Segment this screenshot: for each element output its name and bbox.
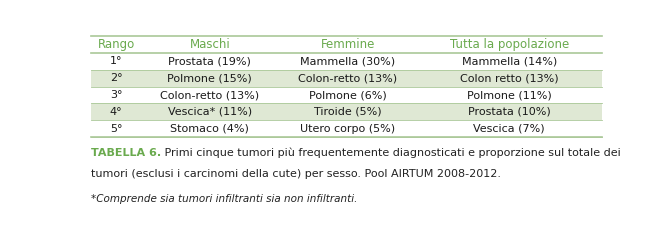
Bar xyxy=(279,87,417,103)
Text: 4°: 4° xyxy=(110,107,122,117)
Text: Tiroide (5%): Tiroide (5%) xyxy=(314,107,382,117)
Bar xyxy=(140,53,279,70)
Text: Tutta la popolazione: Tutta la popolazione xyxy=(450,38,569,51)
Bar xyxy=(91,53,140,70)
Bar xyxy=(417,87,601,103)
Bar xyxy=(417,120,601,137)
Text: Colon-retto (13%): Colon-retto (13%) xyxy=(160,90,259,100)
Bar xyxy=(91,36,140,53)
Bar xyxy=(279,36,417,53)
Bar xyxy=(91,70,140,87)
Bar xyxy=(279,120,417,137)
Text: Rango: Rango xyxy=(97,38,134,51)
Bar xyxy=(279,53,417,70)
Text: Mammella (30%): Mammella (30%) xyxy=(300,56,395,66)
Text: Utero corpo (5%): Utero corpo (5%) xyxy=(300,124,395,134)
Bar xyxy=(91,87,140,103)
Text: Polmone (11%): Polmone (11%) xyxy=(467,90,552,100)
Text: Polmone (15%): Polmone (15%) xyxy=(167,73,252,83)
Bar xyxy=(91,103,140,120)
Bar xyxy=(417,103,601,120)
Text: Colon-retto (13%): Colon-retto (13%) xyxy=(298,73,397,83)
Text: Primi cinque tumori più frequentemente diagnosticati e proporzione sul totale de: Primi cinque tumori più frequentemente d… xyxy=(161,148,621,158)
Text: Colon retto (13%): Colon retto (13%) xyxy=(460,73,558,83)
Text: Maschi: Maschi xyxy=(190,38,230,51)
Text: Prostata (19%): Prostata (19%) xyxy=(168,56,251,66)
Text: 3°: 3° xyxy=(110,90,122,100)
Text: Mammella (14%): Mammella (14%) xyxy=(462,56,557,66)
Text: 5°: 5° xyxy=(110,124,122,134)
Bar xyxy=(279,70,417,87)
Text: Polmone (6%): Polmone (6%) xyxy=(309,90,386,100)
Text: Femmine: Femmine xyxy=(321,38,375,51)
Text: Stomaco (4%): Stomaco (4%) xyxy=(170,124,249,134)
Text: 2°: 2° xyxy=(110,73,122,83)
Text: *Comprende sia tumori infiltranti sia non infiltranti.: *Comprende sia tumori infiltranti sia no… xyxy=(91,194,358,204)
Text: 1°: 1° xyxy=(110,56,122,66)
Bar xyxy=(140,87,279,103)
Bar xyxy=(417,70,601,87)
Bar xyxy=(140,103,279,120)
Bar xyxy=(417,53,601,70)
Bar xyxy=(140,120,279,137)
Text: Prostata (10%): Prostata (10%) xyxy=(468,107,550,117)
Text: Vescica (7%): Vescica (7%) xyxy=(473,124,545,134)
Text: tumori (esclusi i carcinomi della cute) per sesso. Pool AIRTUM 2008-2012.: tumori (esclusi i carcinomi della cute) … xyxy=(91,169,501,179)
Text: Vescica* (11%): Vescica* (11%) xyxy=(168,107,252,117)
Text: TABELLA 6.: TABELLA 6. xyxy=(91,148,161,158)
Bar xyxy=(91,120,140,137)
Bar xyxy=(417,36,601,53)
Bar xyxy=(140,70,279,87)
Bar xyxy=(140,36,279,53)
Bar xyxy=(279,103,417,120)
